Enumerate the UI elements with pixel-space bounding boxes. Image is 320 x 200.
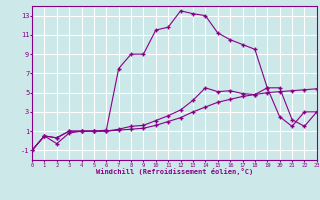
X-axis label: Windchill (Refroidissement éolien,°C): Windchill (Refroidissement éolien,°C) bbox=[96, 168, 253, 175]
